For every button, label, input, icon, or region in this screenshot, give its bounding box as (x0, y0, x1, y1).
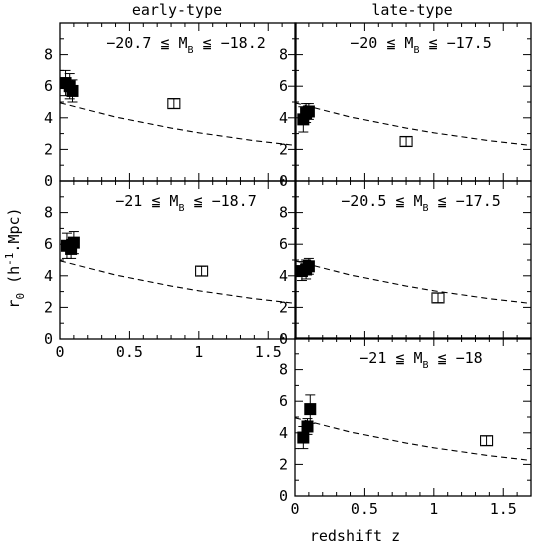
filled-point (67, 236, 80, 249)
panel-early-bright: 0 2 4 6 8 −20.7 ≦ MB ≦ −18.2 (44, 22, 297, 190)
model-curve (59, 102, 297, 146)
column-title-late-type: late-type (371, 1, 452, 19)
y-tick-label: 4 (279, 267, 288, 285)
column-title-early-type: early-type (132, 1, 222, 19)
x-tick-label: 0.5 (351, 500, 378, 518)
range-label-subscript: B (178, 203, 184, 214)
magnitude-range-label: −20 ≦ MB ≦ −17.5 (350, 34, 492, 56)
y-tick-label: 8 (279, 46, 288, 64)
x-tick-label: 0 (290, 500, 299, 518)
y-axis-label-superscript: -1 (3, 253, 16, 266)
filled-point (304, 403, 317, 416)
open-point (167, 98, 181, 110)
y-tick-label: 6 (279, 235, 288, 253)
y-tick-label: 0 (44, 172, 53, 190)
y-tick-label: 6 (279, 392, 288, 410)
x-tick-label: 0 (55, 343, 64, 361)
range-label-pre: −20.7 ≦ M (106, 34, 187, 52)
model-curve (294, 417, 532, 461)
y-tick-label: 4 (44, 267, 53, 285)
range-label-subscript: B (413, 45, 419, 56)
y-axis-label-symbol: r (5, 300, 23, 309)
open-point (399, 135, 413, 148)
magnitude-range-label: −20.5 ≦ MB ≦ −17.5 (341, 192, 501, 214)
y-tick-label: 0 (44, 330, 53, 348)
range-label-subscript: B (188, 45, 194, 56)
open-point (480, 435, 494, 447)
y-tick-label: 6 (279, 77, 288, 95)
open-point (195, 265, 209, 277)
x-axis-label: redshift z (310, 527, 400, 545)
y-tick-label: 0 (279, 330, 288, 348)
y-tick-label: 2 (279, 140, 288, 158)
x-tick-label: 1 (429, 500, 438, 518)
y-tick-label: 4 (279, 424, 288, 442)
y-tick-label: 6 (44, 235, 53, 253)
panel-late-faint: 0 2 4 6 8 −20.5 ≦ MB ≦ −17.5 (279, 180, 532, 348)
range-label-post: ≦ −18.7 (185, 192, 257, 210)
y-tick-label: 4 (44, 109, 53, 127)
range-label-subscript: B (423, 203, 429, 214)
x-tick-label: 1 (194, 343, 203, 361)
range-label-post: ≦ −17.5 (420, 34, 492, 52)
magnitude-range-label: −20.7 ≦ MB ≦ −18.2 (106, 34, 266, 56)
filled-point (302, 260, 315, 273)
y-tick-label: 0 (279, 487, 288, 505)
range-label-pre: −20 ≦ M (350, 34, 413, 52)
range-label-pre: −21 ≦ M (115, 192, 178, 210)
y-tick-label: 2 (279, 298, 288, 316)
x-tick-label: 0.5 (116, 343, 143, 361)
range-label-post: ≦ −18.2 (194, 34, 266, 52)
range-label-subscript: B (423, 360, 429, 371)
y-tick-label: 8 (44, 46, 53, 64)
model-curve (294, 260, 532, 304)
panel-late-bottom: 0 2 4 6 8 0 0.5 1 1.5 −21 ≦ MB ≦ −18 (279, 337, 532, 518)
magnitude-range-label: −21 ≦ MB ≦ −18 (359, 349, 482, 371)
x-tick-label: 1.5 (255, 343, 282, 361)
filled-point (301, 420, 314, 433)
y-tick-label: 8 (279, 204, 288, 222)
y-axis-label-close: .Mpc) (5, 207, 23, 252)
x-tick-label: 1.5 (490, 500, 517, 518)
y-tick-label: 6 (44, 77, 53, 95)
y-axis-label: r0 (h-1.Mpc) (3, 207, 27, 308)
y-tick-label: 8 (44, 204, 53, 222)
y-tick-label: 2 (44, 140, 53, 158)
y-tick-label: 2 (279, 455, 288, 473)
filled-point (66, 84, 79, 97)
range-label-pre: −20.5 ≦ M (341, 192, 422, 210)
range-label-pre: −21 ≦ M (359, 349, 422, 367)
range-label-post: ≦ −18 (429, 349, 483, 367)
y-tick-label: 2 (44, 298, 53, 316)
panel-early-faint: 0 2 4 6 8 0 0.5 1 1.5 −21 ≦ MB ≦ −18.7 (44, 180, 297, 361)
magnitude-range-label: −21 ≦ MB ≦ −18.7 (115, 192, 257, 214)
open-point (431, 292, 445, 304)
range-label-post: ≦ −17.5 (429, 192, 501, 210)
y-axis-label-subscript: 0 (14, 293, 27, 300)
filled-point (302, 105, 315, 118)
model-curve (294, 102, 532, 146)
y-tick-label: 4 (279, 109, 288, 127)
y-tick-label: 8 (279, 361, 288, 379)
model-curve (59, 260, 297, 304)
y-axis-label-open: (h (5, 266, 23, 293)
